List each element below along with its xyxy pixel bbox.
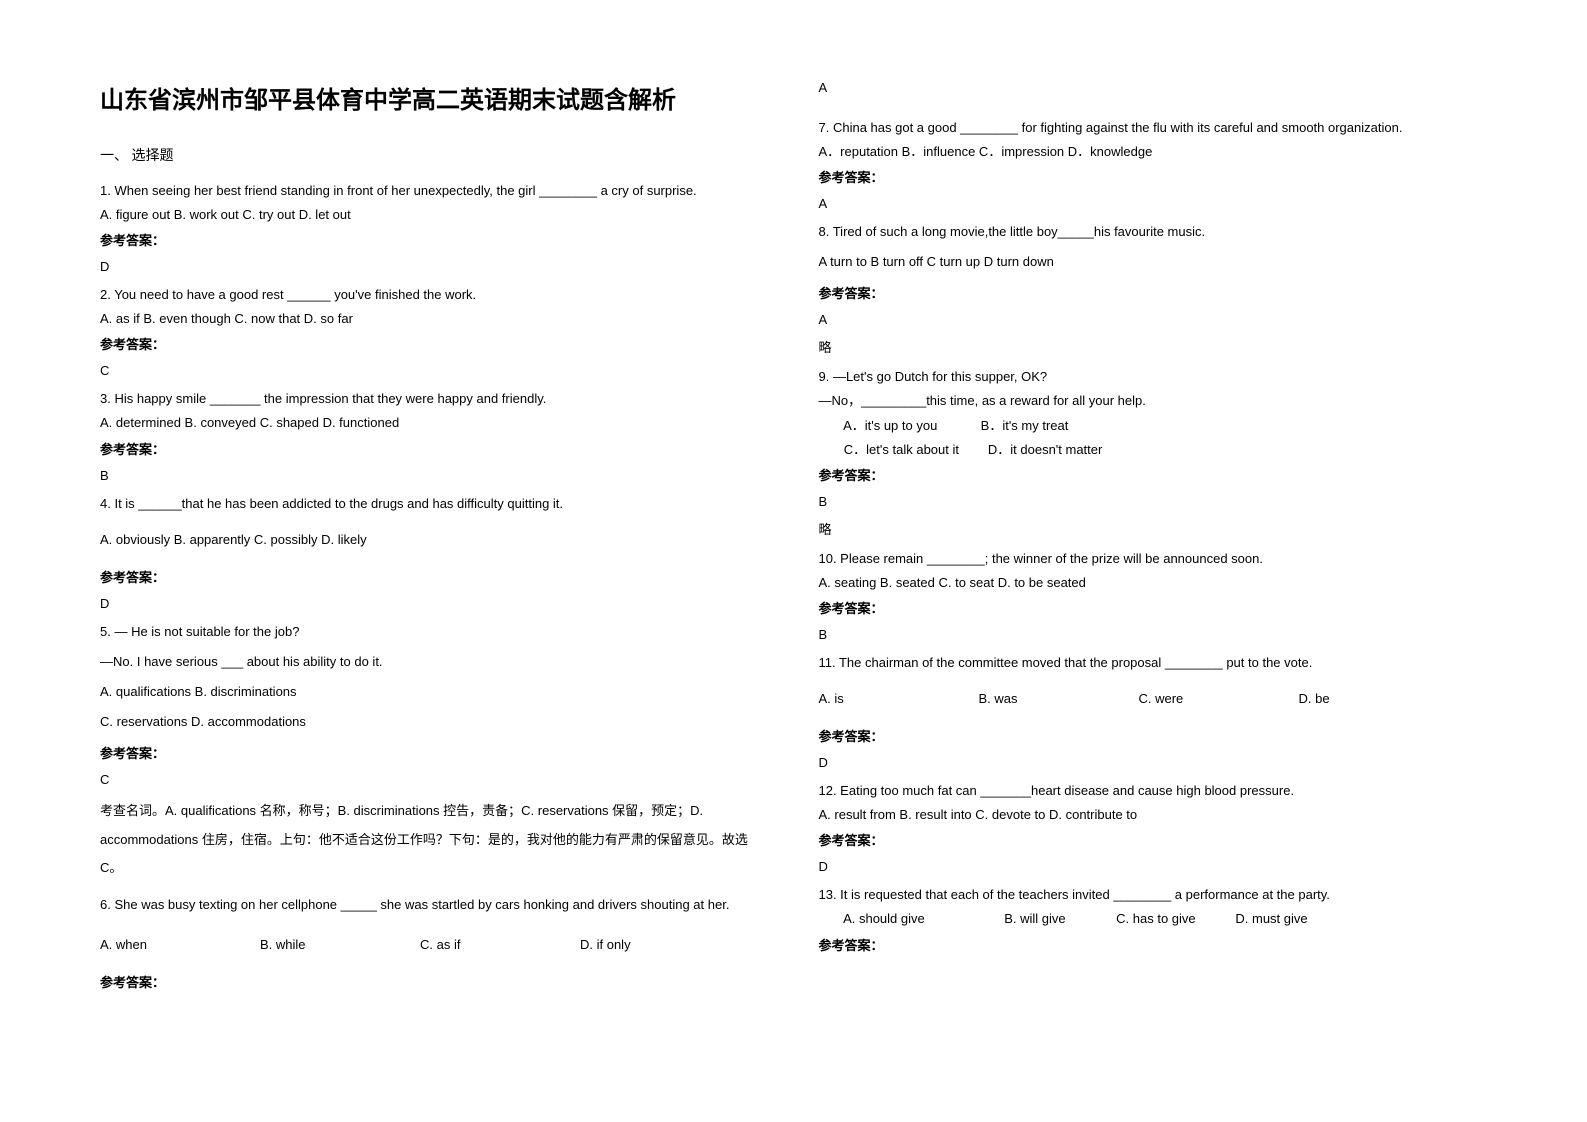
q5-answer-label: 参考答案： [100,743,769,762]
q7-answer: A [819,196,1488,211]
q12-options: A. result from B. result into C. devote … [819,804,1488,826]
q2-answer-label: 参考答案： [100,334,769,353]
q11-answer: D [819,755,1488,770]
q10-options: A. seating B. seated C. to seat D. to be… [819,572,1488,594]
q10-answer: B [819,627,1488,642]
q6-optA: A. when [100,934,260,956]
q6-text: 6. She was busy texting on her cellphone… [100,891,769,920]
q5-line2: —No. I have serious ___ about his abilit… [100,651,769,673]
q7-options: A．reputation B．influence C．impression D．… [819,141,1488,163]
q4-options: A. obviously B. apparently C. possibly D… [100,529,769,551]
q1-options: A. figure out B. work out C. try out D. … [100,204,769,226]
q11-options: A. is B. was C. were D. be [819,688,1488,710]
q7-text: 7. China has got a good ________ for fig… [819,117,1488,139]
q11-optB: B. was [979,688,1139,710]
section-header: 一、 选择题 [100,145,769,165]
q9-answer: B [819,494,1488,509]
q8-options: A turn to B turn off C turn up D turn do… [819,251,1488,273]
q3-options: A. determined B. conveyed C. shaped D. f… [100,412,769,434]
q6-optC: C. as if [420,934,580,956]
q8-answer-label: 参考答案： [819,283,1488,302]
q11-answer-label: 参考答案： [819,726,1488,745]
q1-answer: D [100,259,769,274]
right-column: A 7. China has got a good ________ for f… [819,80,1488,1082]
q12-answer: D [819,859,1488,874]
q12-text: 12. Eating too much fat can _______heart… [819,780,1488,802]
q11-optD: D. be [1299,688,1459,710]
q7-answer-label: 参考答案： [819,167,1488,186]
q6-options: A. when B. while C. as if D. if only [100,934,769,956]
q13-options: A. should give B. will give C. has to gi… [819,908,1488,930]
q4-text: 4. It is ______that he has been addicted… [100,493,769,515]
q5-optB: C. reservations D. accommodations [100,711,769,733]
q9-optB: C．let's talk about it D．it doesn't matte… [819,439,1488,461]
q1-text: 1. When seeing her best friend standing … [100,180,769,202]
q2-text: 2. You need to have a good rest ______ y… [100,284,769,306]
q2-answer: C [100,363,769,378]
q3-answer: B [100,468,769,483]
q10-answer-label: 参考答案： [819,598,1488,617]
q1-answer-label: 参考答案： [100,230,769,249]
document-title: 山东省滨州市邹平县体育中学高二英语期末试题含解析 [100,80,769,115]
q9-optA: A．it's up to you B．it's my treat [819,415,1488,437]
left-column: 山东省滨州市邹平县体育中学高二英语期末试题含解析 一、 选择题 1. When … [100,80,769,1082]
q4-answer: D [100,596,769,611]
q6-answer-label: 参考答案： [100,972,769,991]
q6-optD: D. if only [580,934,740,956]
q9-note: 略 [819,519,1488,538]
q11-optA: A. is [819,688,979,710]
q13-answer-label: 参考答案： [819,935,1488,954]
q9-line2: —No，_________this time, as a reward for … [819,390,1488,412]
q6-optB: B. while [260,934,420,956]
q9-text: 9. —Let's go Dutch for this supper, OK? [819,366,1488,388]
q5-optA: A. qualifications B. discriminations [100,681,769,703]
q10-text: 10. Please remain ________; the winner o… [819,548,1488,570]
q5-answer: C [100,772,769,787]
q9-answer-label: 参考答案： [819,465,1488,484]
q6-answer: A [819,80,1488,95]
q13-text: 13. It is requested that each of the tea… [819,884,1488,906]
q8-note: 略 [819,337,1488,356]
q4-answer-label: 参考答案： [100,567,769,586]
q2-options: A. as if B. even though C. now that D. s… [100,308,769,330]
q3-text: 3. His happy smile _______ the impressio… [100,388,769,410]
q8-answer: A [819,312,1488,327]
q5-text: 5. — He is not suitable for the job? [100,621,769,643]
q11-text: 11. The chairman of the committee moved … [819,652,1488,674]
q5-explanation: 考查名词。A. qualifications 名称，称号；B. discrimi… [100,797,769,883]
q8-text: 8. Tired of such a long movie,the little… [819,221,1488,243]
q11-optC: C. were [1139,688,1299,710]
q12-answer-label: 参考答案： [819,830,1488,849]
q3-answer-label: 参考答案： [100,439,769,458]
